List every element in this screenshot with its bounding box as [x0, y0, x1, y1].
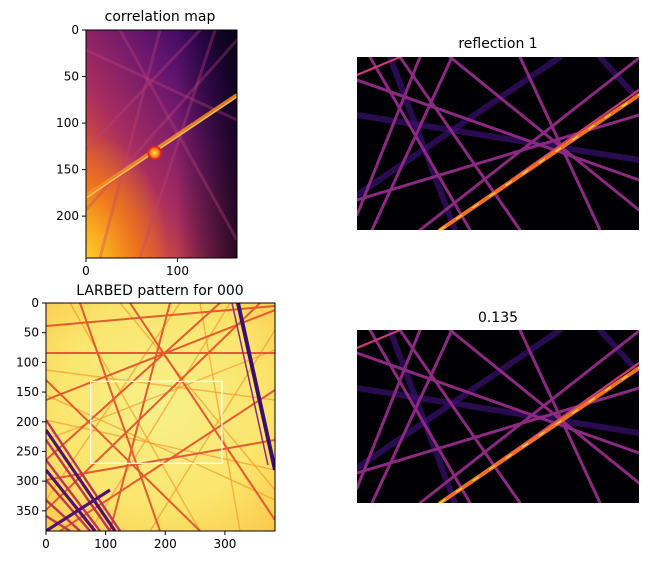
larbed-axes: 0 100 200 300 0 50 100 150 200 250 300 350	[16, 296, 236, 551]
chart-title: LARBED pattern for 000	[76, 283, 243, 299]
y-tick-label: 250	[16, 444, 39, 458]
x-tick-label: 300	[213, 537, 236, 551]
y-tick-label: 150	[16, 385, 39, 399]
chart-title: 0.135	[478, 310, 518, 326]
y-tick-label: 350	[16, 504, 39, 518]
x-tick-label: 0	[42, 537, 50, 551]
x-tick-label: 200	[154, 537, 177, 551]
crop-rectangle	[90, 380, 223, 464]
y-tick-label: 50	[24, 326, 39, 340]
y-tick-label: 0	[31, 296, 39, 310]
y-tick-label: 300	[16, 474, 39, 488]
x-tick-label: 0	[82, 264, 90, 278]
y-tick-label: 200	[16, 415, 39, 429]
x-tick-label: 100	[166, 264, 189, 278]
correlation-map-axes: 0 100 0 50 100 150 200	[56, 23, 189, 278]
y-tick-label: 100	[16, 355, 39, 369]
panel-correlation-map: correlation map 0 100 0 50 100 150 200	[56, 9, 238, 278]
y-tick-label: 0	[71, 23, 79, 37]
y-tick-label: 50	[64, 70, 79, 84]
y-tick-label: 200	[56, 209, 79, 223]
peak-marker	[147, 145, 162, 161]
y-tick-label: 100	[56, 116, 79, 130]
panel-reflection-1: reflection 1	[357, 36, 639, 230]
y-tick-label: 150	[56, 163, 79, 177]
chart-title: reflection 1	[458, 36, 537, 52]
chart-title: correlation map	[105, 9, 216, 25]
panel-larbed-pattern: LARBED pattern for 000	[16, 283, 276, 551]
panel-match: 0.135	[357, 310, 639, 503]
match-image	[357, 330, 639, 503]
reflection-1-image	[357, 57, 639, 230]
larbed-heatmap	[46, 303, 275, 531]
correlation-heatmap	[86, 30, 237, 258]
x-tick-label: 100	[94, 537, 117, 551]
